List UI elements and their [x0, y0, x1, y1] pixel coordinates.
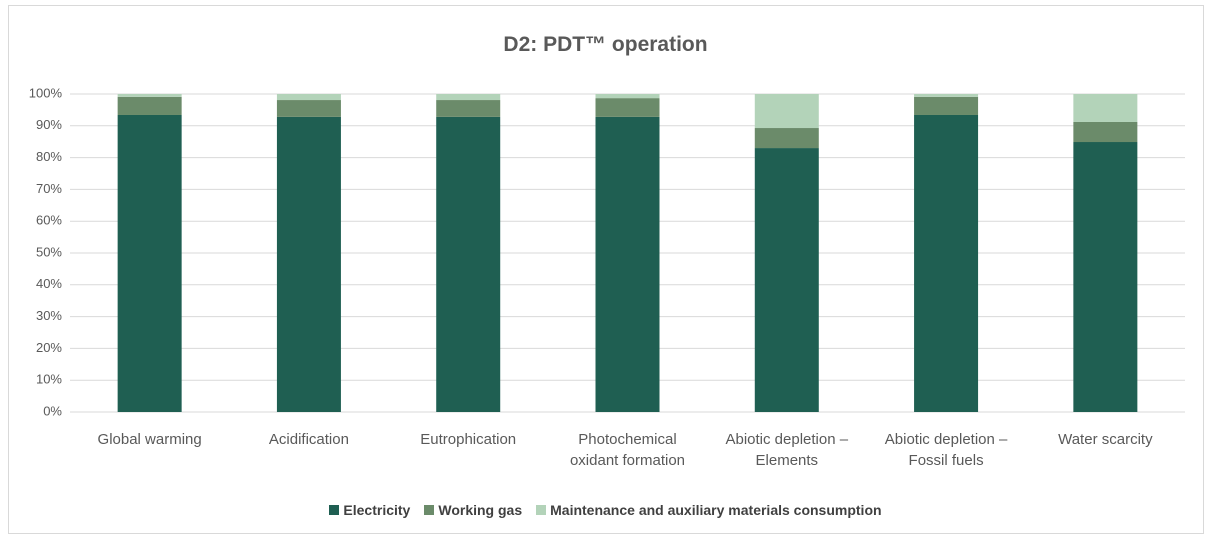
y-tick-label: 30% — [36, 308, 62, 323]
y-tick-label: 80% — [36, 149, 62, 164]
bar-segment — [754, 94, 819, 129]
x-tick-label: Eutrophication — [420, 431, 517, 448]
y-tick-label: 0% — [43, 403, 62, 418]
bar-segment — [595, 98, 660, 117]
legend: Electricity Working gas Maintenance and au… — [0, 502, 1211, 518]
y-tick-label: 10% — [36, 372, 62, 387]
legend-label: Working gas — [438, 502, 523, 518]
bar-segment — [117, 96, 182, 115]
legend-item: Electricity — [329, 502, 410, 518]
y-tick-label: 100% — [29, 85, 63, 100]
bar-segment — [1073, 142, 1138, 412]
y-tick-label: 60% — [36, 213, 62, 228]
bar-segment — [595, 94, 660, 99]
bar-segment — [595, 116, 660, 413]
bar-segment — [276, 116, 341, 413]
x-tick-label: Global warming — [97, 431, 202, 448]
legend-item: Maintenance and auxiliary materials cons… — [536, 502, 882, 518]
bar-segment — [436, 94, 501, 101]
bar-segment — [914, 114, 979, 412]
bar-segment — [754, 128, 819, 149]
bar-segment — [436, 116, 501, 413]
legend-label: Maintenance and auxiliary materials cons… — [550, 502, 882, 518]
y-tick-label: 40% — [36, 276, 62, 291]
x-tick-label: Abiotic depletion – Fossil fuels — [884, 431, 1008, 469]
bar-segment — [117, 94, 182, 97]
x-tick-label: Abiotic depletion – Elements — [725, 431, 849, 469]
x-tick-label: Photochemical oxidant formation — [569, 431, 686, 469]
y-tick-label: 90% — [36, 117, 62, 132]
bar-segment — [1073, 94, 1138, 122]
legend-label: Electricity — [343, 502, 411, 518]
legend-swatch — [424, 505, 435, 515]
bar-segment — [276, 100, 341, 117]
bar-segment — [276, 94, 341, 101]
bar-segment — [754, 148, 819, 412]
legend-swatch — [329, 505, 340, 515]
bar-segment — [1073, 121, 1138, 143]
bar-segment — [436, 100, 501, 117]
y-tick-label: 70% — [36, 181, 62, 196]
y-tick-label: 20% — [36, 340, 62, 355]
bar-segment — [914, 96, 979, 115]
x-tick-label: Acidification — [268, 431, 349, 448]
x-tick-label: Water scarcity — [1058, 431, 1153, 448]
legend-swatch — [536, 505, 547, 515]
bar-segment — [117, 114, 182, 412]
chart-frame — [8, 5, 1204, 534]
legend-item: Working gas — [424, 502, 522, 518]
bar-segment — [914, 94, 979, 97]
y-tick-label: 50% — [36, 244, 62, 259]
chart-title: D2: PDT™ operation — [503, 33, 708, 56]
